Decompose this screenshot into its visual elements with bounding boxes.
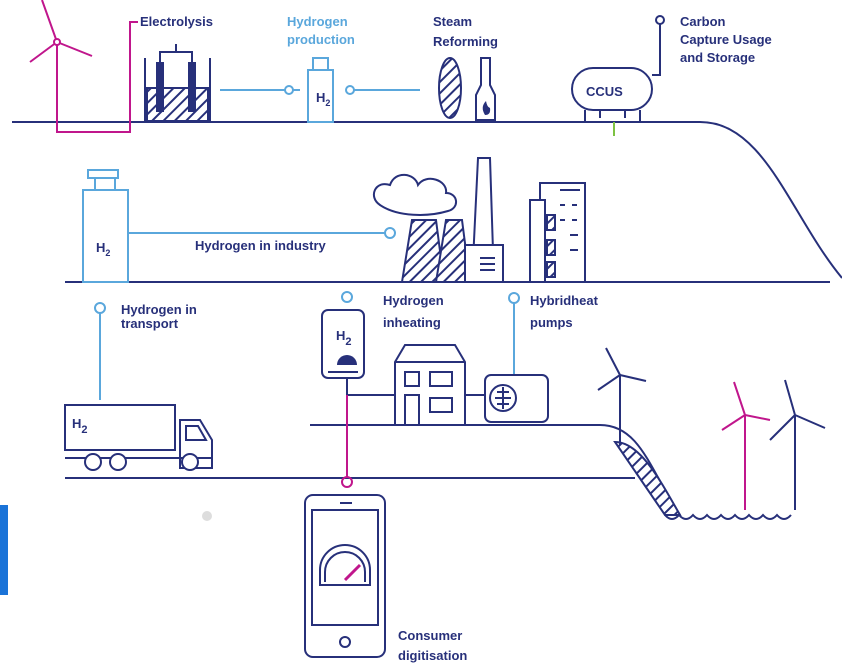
label: transport (121, 316, 179, 331)
boiler: H2 (321, 291, 395, 488)
label: and Storage (680, 50, 755, 65)
h2-symbol: H2 (316, 90, 330, 108)
label: Steam (433, 14, 472, 29)
ground (12, 121, 842, 520)
label: digitisation (398, 648, 467, 663)
label: Carbon (680, 14, 726, 29)
heat-pump (484, 292, 549, 423)
label: Consumer (398, 628, 462, 643)
h2-symbol: H2 (336, 328, 352, 348)
ccus-badge: CCUS (586, 84, 623, 99)
label: production (287, 32, 355, 47)
phone (304, 494, 386, 658)
label: Hydrogen in industry (195, 238, 327, 253)
electrolysis-tank (144, 44, 211, 123)
label: Hybridheat (530, 293, 599, 308)
reformer (438, 57, 462, 119)
side-bar (0, 505, 8, 595)
house (394, 344, 485, 426)
wind-turbines (29, 0, 826, 510)
label: Capture Usage (680, 32, 772, 47)
ccus-tank: CCUS (571, 15, 665, 136)
label: Reforming (433, 34, 498, 49)
label: Hydrogen in (121, 302, 197, 317)
flask (475, 57, 496, 121)
dot (202, 511, 212, 521)
label: Hydrogen (287, 14, 348, 29)
label: Hydrogen (383, 293, 444, 308)
truck: H2 (64, 404, 213, 471)
h2-symbol: H2 (72, 416, 88, 436)
label: pumps (530, 315, 573, 330)
h2-tank-industry: H2 (82, 169, 129, 283)
h2-cylinder: H2 (307, 57, 334, 123)
label: inheating (383, 315, 441, 330)
label: Electrolysis (140, 14, 213, 29)
h2-symbol: H2 (96, 240, 110, 258)
labels: Electrolysis Hydrogen production Steam R… (121, 14, 772, 663)
factory (372, 157, 586, 283)
